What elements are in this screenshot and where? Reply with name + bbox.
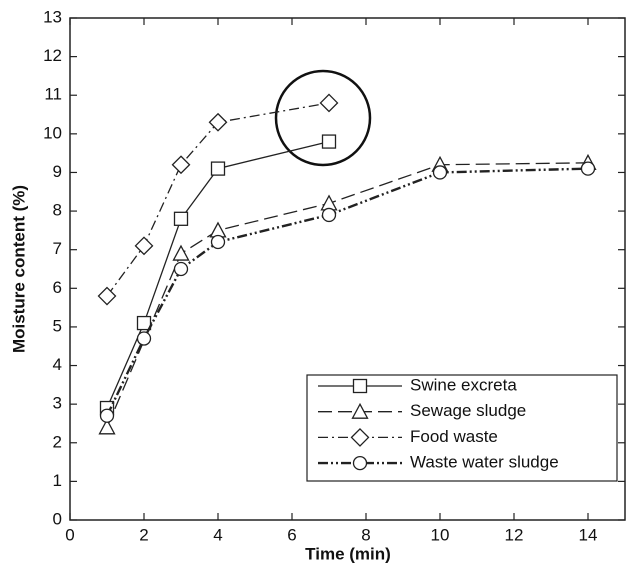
y-tick-label: 10 xyxy=(43,123,62,142)
y-tick-label: 3 xyxy=(53,394,62,413)
y-tick-label: 9 xyxy=(53,162,62,181)
marker xyxy=(321,134,337,149)
x-tick-label: 6 xyxy=(287,525,296,544)
marker xyxy=(432,165,448,180)
marker xyxy=(210,161,226,176)
y-tick-label: 4 xyxy=(53,355,62,374)
marker xyxy=(134,236,154,256)
x-axis-title: Time (min) xyxy=(305,544,391,563)
x-tick-label: 2 xyxy=(139,525,148,544)
x-tick-label: 8 xyxy=(361,525,370,544)
highlight-circle xyxy=(274,69,372,167)
x-tick-label: 0 xyxy=(65,525,74,544)
y-tick-label: 7 xyxy=(53,239,62,258)
marker xyxy=(99,408,115,423)
y-tick-label: 2 xyxy=(53,432,62,451)
x-tick-label: 10 xyxy=(431,525,450,544)
marker xyxy=(171,155,191,175)
x-tick-label: 12 xyxy=(505,525,524,544)
marker xyxy=(208,112,228,132)
y-tick-label: 6 xyxy=(53,278,62,297)
marker xyxy=(136,331,152,346)
marker xyxy=(210,234,226,250)
series-line xyxy=(106,162,589,428)
legend-label: Swine excreta xyxy=(410,375,517,394)
marker xyxy=(173,261,189,277)
marker xyxy=(319,93,339,113)
y-tick-label: 0 xyxy=(53,509,62,528)
series-line xyxy=(106,140,330,409)
y-tick-label: 11 xyxy=(44,85,62,104)
marker xyxy=(580,161,596,176)
y-axis-title: Moisture content (%) xyxy=(9,185,28,353)
marker xyxy=(98,418,116,435)
legend-label: Food waste xyxy=(410,427,498,446)
marker xyxy=(321,207,337,223)
marker xyxy=(172,244,190,261)
legend-label: Sewage sludge xyxy=(410,401,526,420)
legend-marker xyxy=(352,455,368,471)
marker xyxy=(173,211,189,226)
x-tick-label: 14 xyxy=(579,525,598,544)
y-tick-label: 1 xyxy=(53,471,62,490)
y-tick-label: 8 xyxy=(53,201,62,220)
marker xyxy=(136,315,152,331)
plot-frame xyxy=(69,17,626,521)
y-tick-label: 13 xyxy=(43,7,62,26)
x-tick-label: 4 xyxy=(213,525,222,544)
legend-label: Waste water sludge xyxy=(410,453,559,472)
series-line xyxy=(106,102,330,297)
y-tick-label: 5 xyxy=(53,316,62,335)
marker xyxy=(209,221,227,238)
legend-marker xyxy=(352,378,368,394)
legend-marker xyxy=(350,427,370,447)
marker xyxy=(97,286,117,306)
y-tick-label: 12 xyxy=(43,46,62,65)
legend-marker xyxy=(351,402,369,419)
marker xyxy=(320,194,338,211)
